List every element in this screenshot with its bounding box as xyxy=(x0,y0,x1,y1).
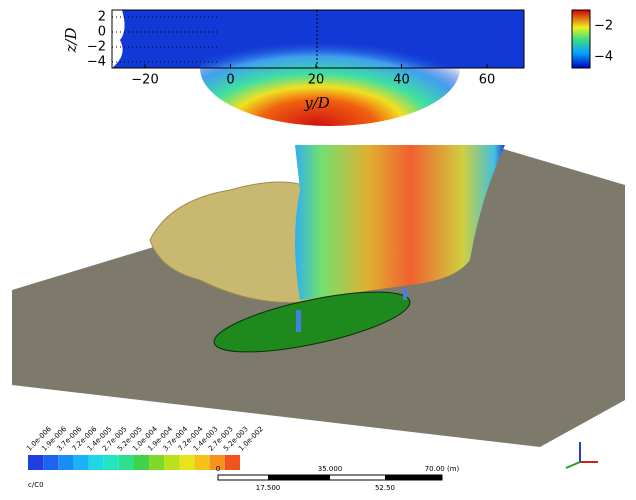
x-tick-label: 60 xyxy=(479,73,496,88)
legend-swatch xyxy=(43,455,59,470)
mast xyxy=(296,310,301,332)
legend-swatch xyxy=(149,455,165,470)
legend-swatch xyxy=(58,455,74,470)
legend-swatch xyxy=(103,455,119,470)
x-tick-label: 0 xyxy=(226,73,234,88)
axes-icon xyxy=(565,442,598,469)
scale-label: 0 xyxy=(216,465,220,473)
colorbar xyxy=(571,9,591,69)
legend-swatch xyxy=(179,455,195,470)
heatmap xyxy=(111,9,525,126)
scale-label: 35.000 xyxy=(318,465,343,473)
legend-swatch xyxy=(88,455,104,470)
y-tick-label: 0 xyxy=(98,25,106,40)
plume xyxy=(295,145,505,300)
y-tick-label: −2 xyxy=(87,40,106,55)
legend-swatch xyxy=(224,455,240,470)
x-tick-label: 20 xyxy=(308,73,325,88)
colorbar-tick-label: −4 xyxy=(594,50,613,65)
legend-swatch xyxy=(194,455,210,470)
x-tick-label: 40 xyxy=(393,73,410,88)
scale-label: 52.50 xyxy=(375,484,395,492)
y-axis-label: z/D xyxy=(62,28,80,54)
legend-swatch xyxy=(28,455,44,470)
ship xyxy=(213,291,411,353)
legend-swatch xyxy=(118,455,134,470)
legend-swatch xyxy=(209,455,225,470)
scale-bar-segment xyxy=(268,475,330,480)
legend-title: c/C0 xyxy=(28,481,44,489)
x-tick-label: −20 xyxy=(131,73,158,88)
legend-swatch xyxy=(164,455,180,470)
y-tick-label: 2 xyxy=(98,10,106,25)
legend-swatch xyxy=(73,455,89,470)
x-axis-label: y/D xyxy=(303,94,330,112)
scale-label: 17.500 xyxy=(256,484,281,492)
legend-swatch xyxy=(134,455,150,470)
mast xyxy=(403,288,407,300)
colorbar-tick-label: −2 xyxy=(594,19,613,34)
scale-bar-segment xyxy=(385,475,442,480)
scale-label: 70.00 (m) xyxy=(425,465,460,473)
y-tick-label: −4 xyxy=(87,55,106,70)
